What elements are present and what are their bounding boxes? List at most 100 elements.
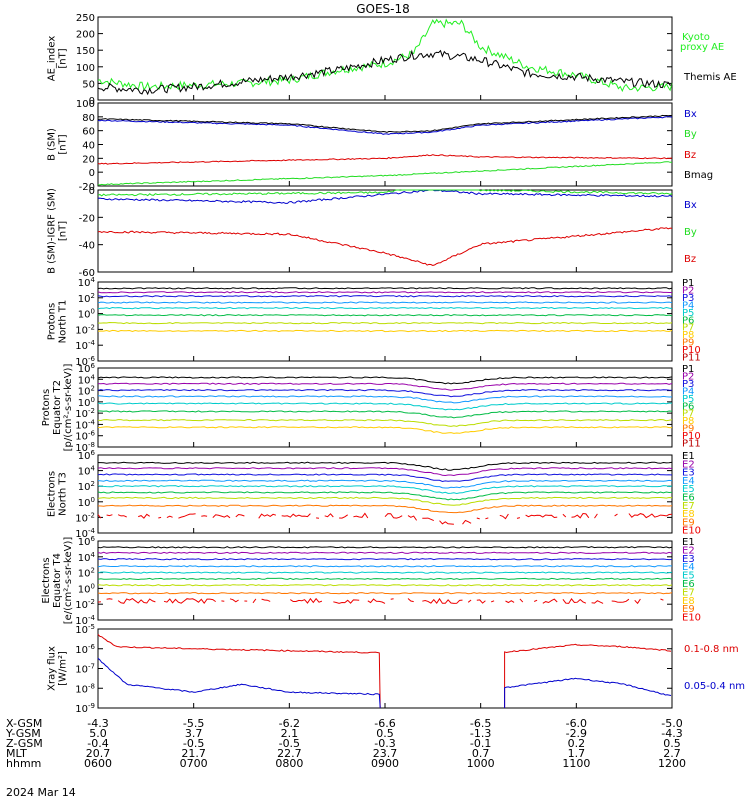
y-axis-label: AE_index [47,36,58,82]
legend-label: E1 [682,537,695,548]
legend-label: P6 [682,401,694,412]
flux-channel-1 [97,376,673,385]
flux-channel-5 [97,485,673,495]
y-tick-label: 10-5 [75,623,95,636]
footer-value: -6.5 [470,717,491,730]
footer-value: -4.3 [661,727,682,740]
legend-label: E7 [682,587,695,598]
flux-channel-2 [97,467,673,477]
y-axis-label: Electrons [41,557,52,603]
series-b-bz [97,154,673,165]
y-tick-label: 10-4 [75,339,95,352]
series-dB-bz [97,227,673,267]
y-axis-label: B (SM)-IGRF (SM) [47,188,58,274]
flux-channel-6 [97,314,673,317]
y-tick-label: 10-2 [75,598,95,611]
footer-value: -0.3 [374,737,395,750]
legend-label: E2 [682,545,695,556]
y-tick-label: -20 [79,213,95,224]
y-tick-label: 104 [78,276,96,289]
footer-value: 22.7 [277,747,302,760]
legend-label: E3 [682,468,695,479]
legend-label: E10 [682,613,701,624]
footer-value: 0.7 [472,747,490,760]
flux-channel-5 [97,402,672,411]
panel-frame [97,628,673,709]
legend-kyoto: Kyoto [682,32,710,43]
legend-label: P11 [682,439,701,450]
y-tick-label: 106 [78,535,96,548]
y-tick-label: -60 [79,268,95,279]
footer-value: -0.5 [183,737,204,750]
y-tick-label: 10-9 [75,702,95,715]
footer-value: 0900 [371,757,399,770]
footer-row-label: hhmm [6,757,41,770]
series-b-bmag [97,114,673,133]
legend-label: P11 [682,353,701,364]
legend-label: P2 [682,371,694,382]
series-b-bx [97,116,673,135]
footer-value: 3.7 [185,727,203,740]
legend-label: E6 [682,492,695,503]
footer-value: 21.7 [181,747,206,760]
series-xray-short [504,677,672,708]
series-dB-by [97,189,673,197]
legend-label: E8 [682,596,695,607]
footer-row-label: Z-GSM [6,737,43,750]
series-themis-ae [97,49,673,96]
flux-channel-8 [97,426,672,434]
legend-label: P4 [682,300,694,311]
legend-label: E4 [682,476,695,487]
panel-1: 250 200 150 100 50 0 AE_index [nT] [47,13,673,107]
panel-frame [97,367,673,448]
footer-row-label: X-GSM [6,717,42,730]
panel-frame [97,281,673,362]
footer-value: 1.7 [568,747,586,760]
footer-value: 1000 [467,757,495,770]
y-tick-label: -20 [79,182,95,193]
panel-frame [97,189,673,273]
legend-label: P3 [682,379,694,390]
series-xray-short [97,657,381,709]
flux-channel-6 [97,577,673,581]
footer-value: -1.3 [470,727,491,740]
footer-row-label: MLT [6,747,27,760]
panel-frame [97,454,673,534]
legend-label: P7 [682,409,694,420]
y-axis-label: Equator T4 [52,553,63,608]
footer-value: -2.9 [566,727,587,740]
legend-themis-ae: Themis AE [683,72,737,83]
legend-label: Bx [684,109,697,120]
legend-label: E1 [682,451,695,462]
legend-label: E4 [682,562,695,573]
panel-3: 0 -20 -40 -60 B (SM)-IGRF (SM) [nT] [47,186,673,279]
footer-value: 0600 [84,757,112,770]
legend-label: P7 [682,323,694,334]
y-tick-label: 10-8 [75,682,95,695]
flux-channel-8 [97,329,673,333]
flux-channel-8 [97,504,673,514]
y-axis-label: [nT] [58,134,69,154]
legend-xray-short: 0.05-0.4 nm [684,681,745,692]
legend-label: P2 [682,285,694,296]
y-tick-label: 200 [76,30,95,41]
legend-label: P1 [682,278,694,289]
series-kyoto-proxy-ae [97,18,673,93]
y-axis-label: [p/(cm²-s-sr-keV)] [63,364,74,452]
series-xray-long [504,643,672,708]
y-tick-label: 100 [78,582,95,595]
legend-label: P4 [682,386,694,397]
legend-label: P6 [682,315,694,326]
flux-channel-1 [97,287,673,290]
legend-label: Bmag [684,170,713,181]
flux-channel-1 [98,461,673,471]
legend-label: E5 [682,484,695,495]
flux-channel-4 [97,565,673,568]
footer-value: -0.4 [87,737,108,750]
flux-channel-6 [97,410,673,419]
legend-label: E9 [682,604,695,615]
legend-xray-long: 0.1-0.8 nm [684,644,739,655]
y-tick-label: 102 [78,567,95,580]
